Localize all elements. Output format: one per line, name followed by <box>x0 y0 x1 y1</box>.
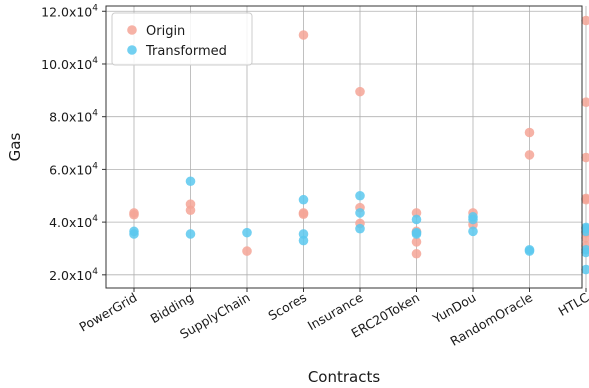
point-transformed <box>298 194 309 205</box>
point-transformed <box>185 229 196 239</box>
legend: Origin Transformed <box>111 12 253 66</box>
legend-label-transformed: Transformed <box>145 44 227 59</box>
point-transformed <box>581 247 589 258</box>
point-transformed <box>468 226 478 237</box>
x-tick-label: HTLC <box>556 289 589 318</box>
point-origin <box>411 248 422 259</box>
x-axis-label: Contracts <box>308 368 381 386</box>
legend-box <box>111 12 253 66</box>
point-origin <box>298 30 309 40</box>
point-origin <box>581 194 589 205</box>
y-axis-label: Gas <box>6 133 24 162</box>
y-tick-label: 8.0x104 <box>49 109 98 125</box>
point-origin <box>129 209 139 220</box>
point-origin <box>411 237 422 247</box>
point-transformed <box>355 208 365 218</box>
point-origin <box>355 86 365 97</box>
x-tick-label: Bidding <box>148 290 196 327</box>
points-layer <box>129 15 589 275</box>
point-transformed <box>129 229 139 239</box>
point-transformed <box>298 229 309 239</box>
point-origin <box>581 152 589 163</box>
point-transformed <box>185 176 196 187</box>
point-transformed <box>298 235 309 246</box>
y-tick-label: 2.0x104 <box>49 267 98 283</box>
point-transformed <box>581 264 589 275</box>
point-origin <box>242 246 252 256</box>
point-transformed <box>468 214 478 225</box>
point-transformed <box>355 190 365 201</box>
point-origin <box>524 127 535 138</box>
point-transformed <box>524 246 535 256</box>
y-tick-label: 6.0x104 <box>49 161 98 177</box>
point-origin <box>298 209 309 220</box>
y-tick-label: 12.0x104 <box>41 3 98 19</box>
y-tick-label: 10.0x104 <box>41 56 98 72</box>
point-transformed <box>355 223 365 234</box>
point-origin <box>524 150 535 160</box>
y-ticks: 2.0x104 4.0x104 6.0x104 8.0x104 10.0x104 12.0… <box>41 3 106 283</box>
x-tick-label: Scores <box>266 290 309 324</box>
point-origin <box>581 97 589 107</box>
point-origin <box>411 208 422 218</box>
legend-marker-transformed <box>127 45 137 55</box>
legend-marker-origin <box>127 25 137 35</box>
grid-layer <box>106 6 587 288</box>
x-tick-label: PowerGrid <box>77 290 140 335</box>
plot-frame <box>105 5 583 289</box>
point-transformed <box>411 229 422 239</box>
y-tick-label: 4.0x104 <box>49 214 98 230</box>
point-transformed <box>242 227 252 238</box>
point-transformed <box>581 226 589 237</box>
legend-label-origin: Origin <box>146 24 185 39</box>
point-origin <box>581 15 589 26</box>
point-origin <box>185 205 196 216</box>
point-transformed <box>411 214 422 225</box>
